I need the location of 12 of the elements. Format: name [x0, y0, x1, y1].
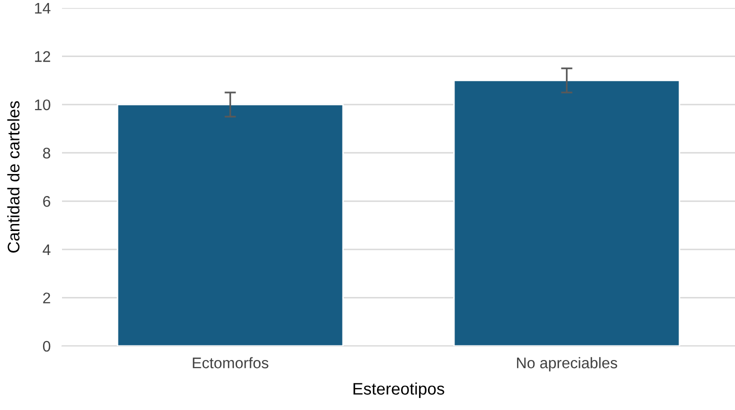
- y-tick-label: 0: [42, 340, 50, 352]
- y-tick-label: 8: [43, 148, 50, 159]
- x-tick-label: No apreciables: [517, 357, 618, 372]
- y-axis-title: Cantidad de carteles: [7, 101, 20, 253]
- y-tick-label: 6: [43, 196, 50, 207]
- y-tick-label: 4: [42, 244, 50, 255]
- y-tick-label: 14: [35, 3, 50, 14]
- x-axis-title: Estereotipos: [354, 382, 444, 398]
- x-tick-label: Ectomorfos: [192, 357, 268, 368]
- y-tick-label: 12: [35, 51, 50, 62]
- y-tick-label: 10: [35, 99, 50, 110]
- y-tick-label: 2: [43, 292, 50, 304]
